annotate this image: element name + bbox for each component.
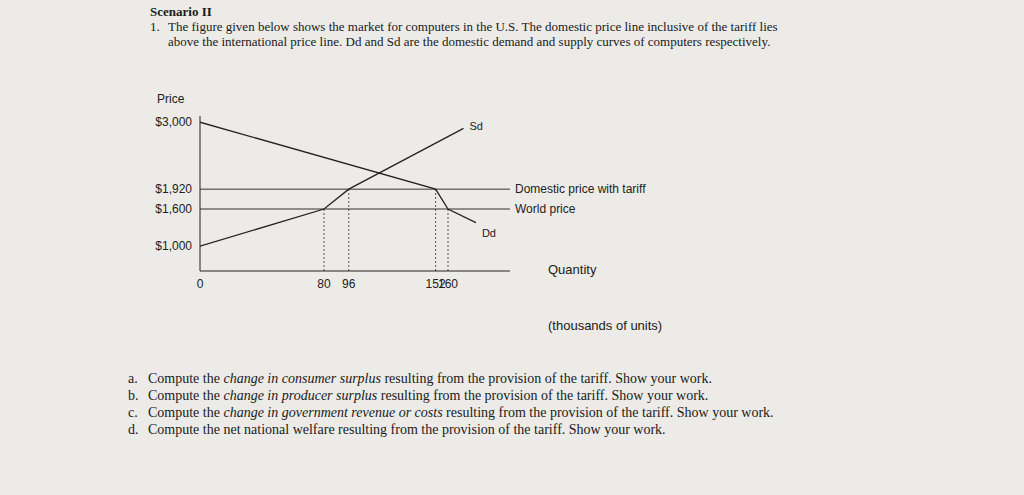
svg-text:80: 80 [317, 277, 331, 291]
svg-text:Dd: Dd [482, 227, 496, 239]
html-text:d.: d. [128, 422, 139, 437]
html-text:Quantity: Quantity [548, 262, 597, 277]
svg-text:$3,000: $3,000 [155, 115, 192, 129]
html-text:b.: b. [128, 388, 139, 403]
html-text:Price: Price [157, 92, 185, 106]
html-text:a.: a. [128, 371, 138, 386]
svg-text:152: 152 [425, 276, 446, 291]
svg-text:$1,600: $1,600 [155, 202, 192, 216]
html-text:Compute the change in producer: Compute the change in producer surplus r… [148, 388, 709, 403]
html-text:(thousands of units): (thousands of units) [548, 318, 663, 333]
html-text:Compute the change in governme: Compute the change in government revenue… [148, 405, 774, 420]
html-text:The figure given below shows t: The figure given below shows the market … [168, 19, 778, 49]
html-text:c.: c. [128, 405, 138, 420]
svg-text:Sd: Sd [470, 120, 483, 132]
html-text:Compute the net national welfa: Compute the net national welfare resulti… [148, 422, 666, 437]
svg-text:$1,000: $1,000 [155, 239, 192, 253]
svg-text:96: 96 [342, 277, 356, 291]
svg-text:$1,920: $1,920 [155, 182, 192, 196]
svg-text:0: 0 [197, 277, 204, 291]
html-text:Scenario II: Scenario II [150, 4, 212, 19]
svg-text:160: 160 [438, 277, 458, 291]
svg-text:Domestic price with tariff: Domestic price with tariff [515, 182, 646, 196]
html-text:1.: 1. [150, 19, 160, 34]
html-text:Compute the change in consumer: Compute the change in consumer surplus r… [148, 371, 712, 386]
svg-text:World price: World price [515, 202, 576, 216]
